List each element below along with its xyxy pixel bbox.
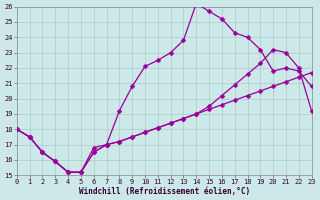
X-axis label: Windchill (Refroidissement éolien,°C): Windchill (Refroidissement éolien,°C) [79,187,250,196]
